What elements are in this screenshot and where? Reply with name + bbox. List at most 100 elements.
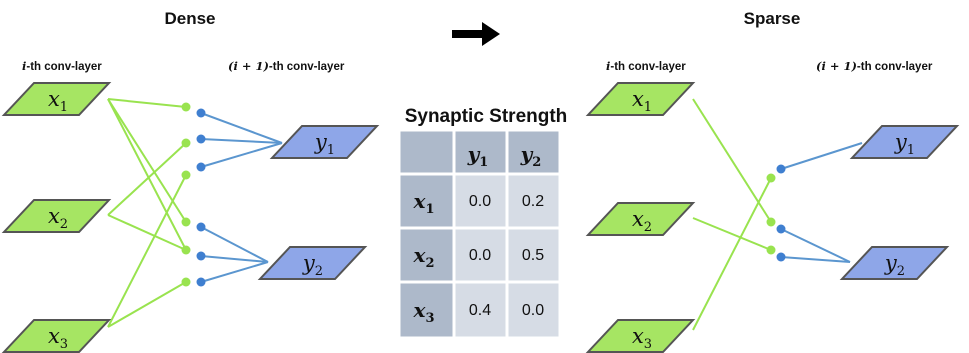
svg-text:x2: x2: [632, 207, 652, 235]
synapse-input-dot: [181, 170, 191, 180]
node-subscript: 2: [60, 217, 68, 232]
row-subscript: 1: [425, 202, 434, 217]
synapse-output-dot: [196, 277, 206, 287]
node-symbol: y: [314, 130, 328, 154]
synapse-output-dot: [196, 108, 206, 118]
edge-x2-m2: [107, 142, 187, 216]
table-cells: [397, 128, 562, 340]
table-value: 0.2: [522, 193, 544, 210]
dense-synapses: [181, 102, 206, 287]
layer-suffix: -th conv-layer: [610, 61, 686, 73]
table-row-header-cell: [397, 172, 456, 230]
svg-text:y1: y1: [314, 130, 335, 158]
dense-output-edges: [200, 112, 283, 283]
node-subscript: 3: [60, 337, 68, 352]
table-value: 0.0: [469, 193, 491, 210]
table-header-cell: [505, 128, 562, 176]
svg-text:x1: x1: [48, 87, 68, 115]
synapse-output-dot: [196, 251, 206, 261]
synaptic-strength-table: Synaptic Strength y1 y2 x1 x2 x3 0.: [397, 106, 567, 340]
dense-panel: Dense i-th conv-layer (i + 1)-th conv-la…: [1, 9, 380, 353]
layer-index: (i + 1): [816, 59, 857, 73]
edge-m2-y1: [200, 138, 283, 144]
table-header-cell: [452, 128, 509, 176]
edge-m6-y2: [200, 261, 269, 283]
layer-index: (i + 1): [228, 59, 269, 73]
dense-output-node-y2: y2: [257, 246, 368, 280]
edge-x2-m2: [692, 217, 772, 251]
sparse-input-node-x3: x3: [585, 319, 696, 353]
dense-input-node-x1: x1: [1, 82, 112, 116]
node-subscript: 2: [644, 220, 652, 235]
synapse-output-dot: [196, 222, 206, 232]
edge-m2-y2: [780, 256, 851, 263]
sparse-right-layer-label: (i + 1)-th conv-layer: [816, 59, 933, 73]
edge-m1-y2: [780, 228, 851, 263]
edge-m3-y1: [200, 142, 283, 168]
layer-suffix: -th conv-layer: [857, 61, 933, 73]
table-row-header: x3: [413, 298, 435, 326]
row-subscript: 2: [425, 256, 434, 271]
dense-input-edges: [107, 98, 187, 328]
synapse-output-dot: [776, 224, 786, 234]
table-cell: [505, 280, 562, 340]
dense-right-layer-label: (i + 1)-th conv-layer: [228, 59, 345, 73]
synapse-input-dot: [766, 245, 776, 255]
table-value: 0.0: [469, 247, 491, 264]
edge-m1-y1: [200, 112, 283, 144]
edge-x3-m6: [107, 281, 187, 328]
layer-suffix: -th conv-layer: [269, 61, 345, 73]
edge-m4-y2: [200, 226, 269, 263]
row-symbol: x: [413, 243, 427, 267]
edge-x3-m3: [692, 177, 772, 331]
node-subscript: 1: [327, 143, 335, 158]
synapse-output-dot: [776, 252, 786, 262]
edge-x1-m1: [692, 98, 772, 223]
table-value: 0.0: [522, 302, 544, 319]
table-corner-cell: [397, 128, 456, 176]
synapse-input-dot: [181, 138, 191, 148]
sparse-panel: Sparse i-th conv-layer (i + 1)-th conv-l…: [585, 9, 960, 353]
svg-text:y2: y2: [884, 251, 905, 279]
node-symbol: x: [632, 207, 644, 231]
node-symbol: x: [632, 324, 644, 348]
synapse-input-dot: [181, 102, 191, 112]
dense-output-node-y1: y1: [269, 125, 380, 159]
edge-x1-m5: [107, 98, 187, 251]
edge-x1-m1: [107, 98, 187, 108]
node-subscript: 1: [60, 100, 68, 115]
edge-x2-m5: [107, 214, 187, 251]
svg-text:x1: x1: [632, 87, 652, 115]
edge-x3-m3: [107, 174, 187, 328]
node-subscript: 1: [907, 143, 915, 158]
sparse-left-layer-label: i-th conv-layer: [606, 59, 686, 73]
synapse-output-dot: [196, 134, 206, 144]
synapse-input-dot: [181, 277, 191, 287]
edge-m3-y1: [780, 142, 863, 170]
sparse-input-node-x1: x1: [585, 82, 696, 116]
col-subscript: 1: [479, 155, 488, 170]
table-row-header-cell: [397, 280, 456, 340]
col-symbol: y: [520, 142, 534, 166]
synapse-input-dot: [181, 217, 191, 227]
sparse-input-edges: [692, 98, 772, 331]
svg-text:y1: y1: [894, 130, 915, 158]
dense-left-layer-label: i-th conv-layer: [22, 59, 102, 73]
sparse-input-node-x2: x2: [585, 202, 696, 236]
synapse-input-dot: [181, 245, 191, 255]
layer-index: i: [22, 59, 26, 73]
dense-input-node-x2: x2: [1, 199, 112, 233]
table-column-header: y1: [467, 142, 489, 170]
table-column-header: y2: [520, 142, 542, 170]
node-subscript: 1: [644, 100, 652, 115]
node-symbol: y: [302, 251, 316, 275]
table-row-header: x2: [413, 243, 435, 271]
svg-text:x3: x3: [48, 324, 68, 352]
table-row-header: x1: [413, 189, 435, 217]
sparse-output-edges: [780, 142, 863, 263]
sparse-title: Sparse: [744, 9, 801, 28]
col-symbol: y: [467, 142, 481, 166]
table-value: 0.5: [522, 247, 544, 264]
col-subscript: 2: [532, 155, 541, 170]
